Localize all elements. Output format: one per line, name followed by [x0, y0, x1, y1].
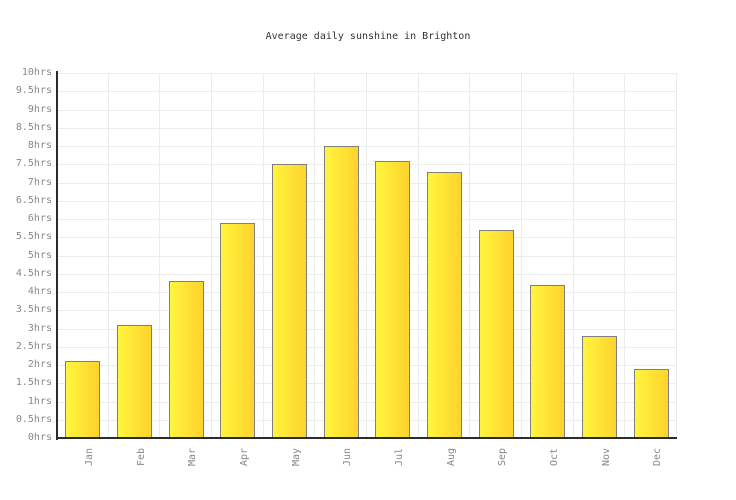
y-tick-label: 10hrs — [21, 67, 52, 78]
x-axis-line — [56, 437, 677, 439]
v-gridline — [469, 73, 471, 438]
x-tick-label: Nov — [600, 447, 612, 467]
h-gridline — [57, 310, 677, 312]
y-tick-label: 3hrs — [27, 322, 52, 334]
bar-feb — [117, 324, 152, 438]
h-gridline — [57, 328, 677, 330]
h-gridline — [57, 91, 677, 93]
y-tick-label: 5hrs — [27, 249, 52, 261]
h-gridline — [57, 419, 677, 421]
v-gridline — [314, 73, 316, 438]
bar-sep — [478, 229, 514, 438]
y-tick-label: 8hrs — [27, 140, 52, 151]
bar-may — [272, 164, 307, 438]
y-tick-label: 3.5hrs — [15, 304, 52, 316]
h-gridline — [57, 146, 677, 147]
x-tick-label: Jan — [83, 447, 95, 467]
v-gridline — [107, 73, 109, 438]
v-gridline — [521, 73, 522, 438]
y-tick-label: 2.5hrs — [15, 340, 52, 352]
y-tick-label: 4hrs — [27, 286, 52, 297]
h-gridline — [57, 109, 677, 111]
x-tick-label: Sep — [497, 447, 509, 467]
x-tick-label: Aug — [445, 447, 457, 467]
x-tick-label: Feb — [135, 447, 147, 467]
y-tick-label: 5.5hrs — [15, 231, 52, 243]
bar-dec — [633, 368, 669, 438]
bar-mar — [168, 281, 204, 438]
v-gridline — [211, 73, 212, 438]
x-tick-label: Jul — [393, 447, 405, 467]
h-gridline — [57, 365, 677, 366]
h-gridline — [57, 346, 677, 348]
h-gridline — [57, 182, 677, 184]
x-tick-label: Apr — [238, 447, 250, 467]
h-gridline — [57, 164, 677, 166]
h-gridline — [57, 237, 677, 239]
h-gridline — [57, 383, 677, 385]
y-tick-label: 6.5hrs — [15, 194, 52, 206]
v-gridline — [572, 73, 574, 438]
h-gridline — [57, 219, 677, 220]
x-tick-label: Oct — [548, 447, 560, 467]
bar-aug — [427, 171, 462, 438]
v-gridline — [262, 73, 264, 438]
y-tick-label: 4.5hrs — [15, 267, 52, 279]
y-tick-label: 7hrs — [27, 176, 52, 188]
x-tick-label: Mar — [187, 447, 199, 467]
y-tick-label: 7.5hrs — [15, 158, 52, 170]
bar-nov — [582, 335, 617, 438]
h-gridline — [57, 292, 677, 293]
bar-apr — [220, 222, 256, 438]
h-gridline — [57, 73, 677, 74]
h-gridline — [57, 200, 677, 202]
x-tick-label: Jun — [342, 447, 354, 467]
y-tick-label: 2hrs — [27, 359, 52, 370]
y-tick-label: 8.5hrs — [15, 121, 52, 133]
x-tick-label: Dec — [652, 447, 664, 467]
bar-oct — [530, 284, 566, 438]
v-gridline — [417, 73, 419, 438]
y-axis-line — [56, 71, 58, 440]
h-gridline — [57, 273, 677, 275]
y-tick-label: 9hrs — [27, 103, 52, 115]
v-gridline — [624, 73, 626, 438]
y-tick-label: 6hrs — [27, 213, 52, 224]
y-tick-label: 0hrs — [27, 432, 52, 443]
v-gridline — [366, 73, 367, 438]
y-tick-label: 1hrs — [27, 395, 52, 407]
y-tick-label: 0.5hrs — [15, 413, 52, 425]
v-gridline — [159, 73, 161, 438]
h-gridline — [57, 255, 677, 257]
y-tick-label: 9.5hrs — [15, 85, 52, 97]
plot-area — [57, 73, 677, 438]
y-tick-label: 1.5hrs — [15, 377, 52, 389]
v-gridline — [676, 73, 677, 438]
h-gridline — [57, 127, 677, 129]
chart-title: Average daily sunshine in Brighton — [265, 31, 471, 42]
bar-jun — [323, 146, 359, 438]
x-tick-label: May — [290, 447, 302, 467]
bar-jan — [65, 361, 101, 438]
bar-jul — [375, 160, 411, 438]
h-gridline — [57, 401, 677, 403]
